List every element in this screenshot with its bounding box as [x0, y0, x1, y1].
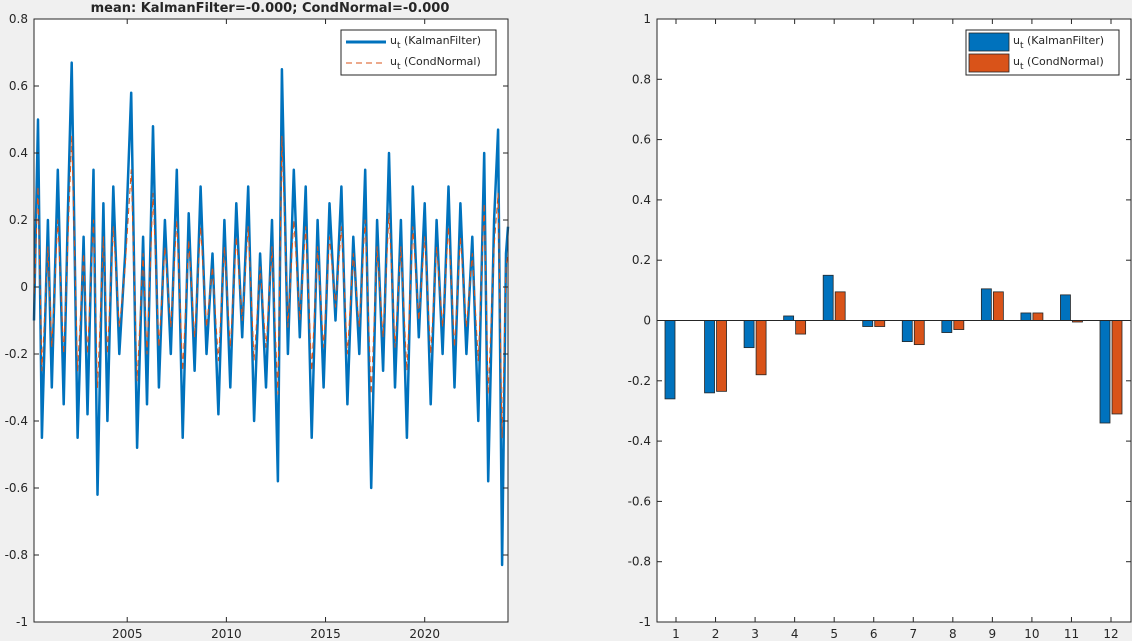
- bar-condnormal-2: [716, 320, 727, 392]
- left-ytick-label: 0.4: [9, 146, 28, 160]
- right-ytick-label: -0.6: [628, 494, 651, 508]
- right-ytick-label: 1: [643, 12, 651, 26]
- bar-condnormal-10: [1032, 312, 1044, 321]
- bar-condnormal-12: [1111, 320, 1123, 415]
- left-xtick-label: 2015: [310, 627, 341, 641]
- right-y-ticks: -1 -0.8 -0.6 -0.4 -0.2 0 0.2 0.4 0.6 0.8 1: [628, 12, 1131, 629]
- right-bars-group: [664, 274, 1123, 424]
- series-condnormal-line: [33, 135, 509, 439]
- left-ytick-label: 0.8: [9, 12, 28, 26]
- legend-kalman-swatch: [968, 32, 1010, 52]
- bar-kalmanfilter-8: [941, 320, 953, 333]
- bar-kalmanfilter-3: [743, 320, 755, 349]
- left-legend-box: [340, 29, 497, 76]
- bar-condnormal-6: [874, 320, 886, 327]
- bar-kalmanfilter-12: [1099, 320, 1111, 424]
- right-xtick-label: 12: [1103, 627, 1118, 641]
- legend-condnormal-bar-label: ut (CondNormal): [1013, 55, 1104, 72]
- series-kalmanfilter-line: [32, 61, 510, 567]
- bar-kalmanfilter-11: [1060, 294, 1071, 321]
- left-ytick-label: 0: [20, 280, 28, 294]
- left-ytick-label: -0.2: [5, 347, 28, 361]
- bar-kalmanfilter-10: [1020, 312, 1032, 321]
- bar-condnormal-3: [755, 320, 767, 376]
- right-axes-box: [656, 18, 1132, 623]
- left-x-ticks: 2005 2010 2015 2020: [112, 19, 440, 641]
- right-ytick-label: -0.4: [628, 434, 651, 448]
- bar-condnormal-4: [795, 320, 807, 335]
- right-xtick-label: 8: [949, 627, 957, 641]
- right-xtick-label: 3: [751, 627, 759, 641]
- left-chart-title: mean: KalmanFilter=-0.000; CondNormal=-0…: [91, 1, 450, 16]
- right-xtick-label: 2: [712, 627, 720, 641]
- bar-kalmanfilter-7: [901, 320, 913, 343]
- left-ytick-label: 0.2: [9, 213, 28, 227]
- bar-condnormal-5: [834, 291, 846, 321]
- right-xtick-label: 5: [830, 627, 838, 641]
- left-xtick-label: 2010: [211, 627, 242, 641]
- bar-kalmanfilter-9: [980, 288, 992, 321]
- right-xtick-label: 4: [791, 627, 799, 641]
- right-xtick-label: 9: [989, 627, 997, 641]
- right-xtick-label: 10: [1024, 627, 1039, 641]
- right-ytick-label: -0.8: [628, 555, 651, 569]
- legend-condnormal-label: ut (CondNormal): [390, 55, 481, 72]
- bar-kalmanfilter-4: [783, 315, 795, 321]
- right-ytick-label: -0.2: [628, 374, 651, 388]
- bar-condnormal-9: [992, 291, 1004, 321]
- left-series-group: [32, 61, 510, 567]
- bar-condnormal-7: [913, 320, 925, 346]
- left-xtick-label: 2005: [112, 627, 143, 641]
- right-xtick-label: 1: [672, 627, 680, 641]
- left-ytick-label: -0.6: [5, 481, 28, 495]
- right-legend: ut (KalmanFilter) ut (CondNormal): [965, 29, 1120, 76]
- right-ytick-label: 0.2: [632, 253, 651, 267]
- left-y-ticks: -1 -0.8 -0.6 -0.4 -0.2 0 0.2 0.4 0.6 0.8: [5, 12, 508, 629]
- left-ytick-label: -0.8: [5, 548, 28, 562]
- left-line-chart: mean: KalmanFilter=-0.000; CondNormal=-0…: [5, 1, 510, 641]
- left-ytick-label: -0.4: [5, 414, 28, 428]
- legend-kalman-bar-label: ut (KalmanFilter): [1013, 34, 1104, 51]
- right-ytick-label: 0.8: [632, 72, 651, 86]
- right-xtick-label: 6: [870, 627, 878, 641]
- right-xtick-label: 7: [909, 627, 917, 641]
- right-x-ticks: 1 2 3 4 5 6 7 8 9 10 11 12: [672, 19, 1119, 641]
- left-ytick-label: 0.6: [9, 79, 28, 93]
- right-ytick-label: -1: [639, 615, 651, 629]
- left-ytick-label: -1: [16, 615, 28, 629]
- left-axes-box: [33, 18, 509, 623]
- left-legend: ut (KalmanFilter) ut (CondNormal): [340, 29, 497, 76]
- right-ytick-label: 0.6: [632, 133, 651, 147]
- right-ytick-label: 0: [643, 314, 651, 328]
- right-xtick-label: 11: [1064, 627, 1079, 641]
- bar-condnormal-8: [953, 320, 965, 330]
- bar-kalmanfilter-6: [862, 320, 874, 327]
- bar-kalmanfilter-2: [704, 320, 715, 394]
- bar-kalmanfilter-5: [822, 274, 834, 321]
- right-ytick-label: 0.4: [632, 193, 651, 207]
- legend-condnormal-swatch: [968, 53, 1010, 73]
- bar-kalmanfilter-1: [664, 320, 676, 400]
- left-xtick-label: 2020: [409, 627, 440, 641]
- legend-kalman-label: ut (KalmanFilter): [390, 34, 481, 51]
